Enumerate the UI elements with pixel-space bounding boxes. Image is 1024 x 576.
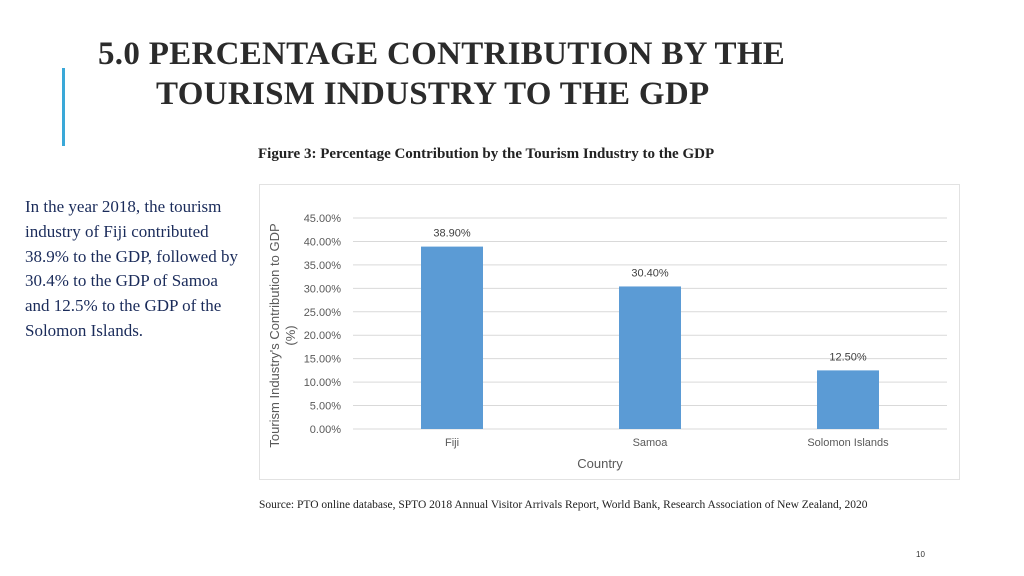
accent-bar: [62, 68, 65, 146]
y-tick-label: 30.00%: [304, 283, 342, 295]
data-label: 30.40%: [631, 267, 669, 279]
y-tick-label: 20.00%: [304, 330, 342, 342]
figure-caption: Figure 3: Percentage Contribution by the…: [258, 146, 715, 162]
y-tick-label: 25.00%: [304, 307, 342, 319]
bar: [421, 246, 483, 429]
y-tick-label: 35.00%: [304, 260, 342, 272]
x-tick-label: Samoa: [633, 437, 669, 449]
y-tick-label: 15.00%: [304, 354, 342, 366]
chart-frame: 0.00% 5.00% 10.00% 15.00% 20.00% 25.00% 30.00%…: [259, 184, 960, 480]
bar: [817, 370, 879, 429]
y-axis-title: Tourism Industry's Contribution to GDP(%…: [267, 223, 298, 447]
y-tick-label: 5.00%: [310, 401, 341, 413]
title-line-1: 5.0 PERCENTAGE CONTRIBUTION BY THE: [98, 36, 786, 72]
page-title: 5.0 PERCENTAGE CONTRIBUTION BY THE TOURI…: [98, 34, 918, 114]
source-note: Source: PTO online database, SPTO 2018 A…: [259, 499, 868, 511]
data-label: 38.90%: [433, 228, 471, 240]
title-line-2: TOURISM INDUSTRY TO THE GDP: [156, 76, 710, 112]
y-tick-label: 45.00%: [304, 213, 342, 225]
page-number: 10: [916, 550, 925, 559]
x-tick-label: Fiji: [445, 437, 459, 449]
bar-chart: 0.00% 5.00% 10.00% 15.00% 20.00% 25.00% 30.00%…: [267, 213, 947, 471]
y-tick-label: 40.00%: [304, 236, 342, 248]
y-tick-label: 0.00%: [310, 424, 341, 436]
data-label: 12.50%: [829, 351, 867, 363]
y-tick-label: 10.00%: [304, 377, 342, 389]
bar: [619, 286, 681, 429]
body-paragraph: In the year 2018, the tourism industry o…: [25, 197, 238, 340]
x-axis-title: Country: [577, 456, 623, 471]
x-tick-label: Solomon Islands: [807, 437, 889, 449]
